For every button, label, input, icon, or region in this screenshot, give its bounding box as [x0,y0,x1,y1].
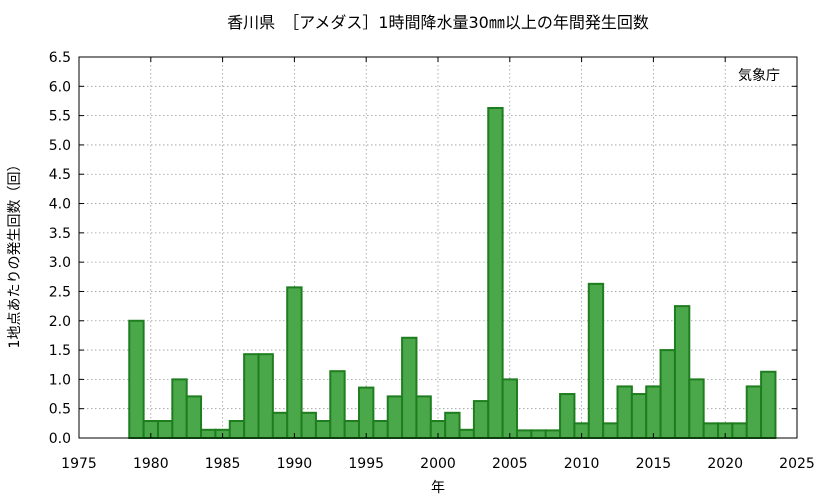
bars [128,106,777,440]
bar-1996 [372,420,389,439]
y-tick-label: 4.5 [49,167,71,183]
bar-2004 [487,106,504,439]
bar-1998 [401,336,418,440]
x-tick-label: 2005 [492,456,528,472]
bar-1990 [286,286,303,439]
x-tick-label: 2015 [636,456,672,472]
x-tick-label: 1995 [348,456,384,472]
bar-2009 [559,393,576,439]
x-tick-label: 2000 [420,456,456,472]
y-axis-label: 1地点あたりの発生回数（回） [7,158,23,349]
bar-2014 [630,393,648,439]
bar-2018 [688,378,705,439]
bar-2021 [731,422,748,440]
ticks: 0.0 0.5 1.0 1.5 2.0 2.5 3.0 3.5 4.0 4.5 5.0 5.5 6.0 6… [49,50,815,472]
bar-1993 [329,370,346,440]
x-axis-label: 年 [431,480,445,496]
bar-1984 [200,428,217,440]
bar-2011 [587,282,605,440]
bar-2002 [458,428,475,440]
bar-1994 [343,420,361,439]
x-tick-label: 1985 [205,456,241,472]
bar-1997 [386,395,404,440]
bar-2023 [760,370,777,439]
x-tick-label: 2010 [564,456,600,472]
bar-1995 [358,386,375,439]
bar-1991 [300,411,317,439]
x-tick-label: 1990 [277,456,313,472]
y-tick-label: 0.0 [49,431,71,447]
source-annotation: 気象庁 [738,68,780,84]
y-tick-label: 5.0 [49,138,71,154]
y-tick-label: 0.5 [49,402,71,418]
bar-2013 [616,385,633,439]
bar-2012 [602,422,619,440]
x-tick-label: 1980 [133,456,169,472]
bar-2008 [544,429,562,440]
chart-title: 香川県 ［アメダス］1時間降水量30㎜以上の年間発生回数 [227,13,649,32]
bar-1986 [228,420,246,439]
bar-2019 [702,422,720,440]
y-tick-label: 1.5 [49,343,71,359]
x-tick-label: 2020 [707,456,743,472]
bar-1981 [156,420,174,439]
x-tick-label: 2025 [779,456,815,472]
bar-1979 [128,319,145,439]
bar-2003 [472,400,490,439]
x-tick-label: 1975 [61,456,97,472]
bar-2022 [745,385,763,439]
bar-1983 [185,395,203,440]
y-tick-label: 4.0 [49,197,71,213]
bar-1992 [314,420,332,439]
y-tick-label: 5.5 [49,109,71,125]
bar-2006 [515,429,533,440]
bar-2007 [530,429,547,440]
bar-2005 [501,378,518,439]
y-tick-label: 2.0 [49,314,71,330]
bar-1999 [415,395,432,440]
bar-2001 [444,411,461,439]
y-tick-label: 6.0 [49,79,71,95]
bar-2016 [659,349,676,440]
y-tick-label: 3.0 [49,255,71,271]
y-tick-label: 3.5 [49,226,71,242]
bar-1982 [171,378,188,439]
bar-1988 [257,353,274,439]
y-tick-label: 6.5 [49,50,71,66]
bar-2015 [645,385,662,439]
bar-1987 [243,353,260,439]
y-tick-label: 1.0 [49,372,71,388]
bar-1989 [271,411,289,439]
bar-2017 [673,305,691,439]
y-tick-label: 2.5 [49,284,71,300]
